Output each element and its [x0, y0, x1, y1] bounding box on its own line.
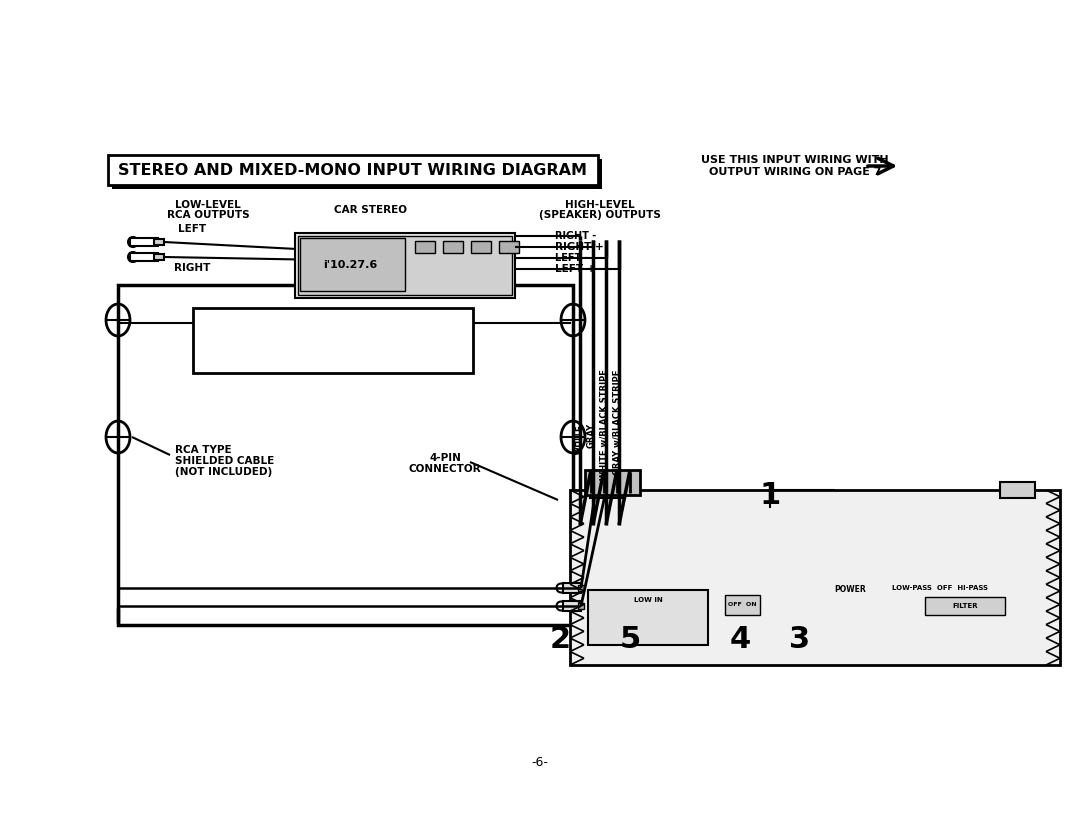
- Text: RCA OUTPUTS: RCA OUTPUTS: [166, 210, 249, 220]
- Bar: [499, 241, 519, 253]
- Text: RIGHT +: RIGHT +: [555, 242, 604, 252]
- Text: CAR STEREO: CAR STEREO: [334, 205, 406, 215]
- Text: 2: 2: [550, 626, 570, 655]
- Bar: [154, 254, 164, 260]
- Text: 1: 1: [759, 480, 781, 510]
- Text: RIGHT: RIGHT: [174, 263, 211, 273]
- Text: LOW-PASS  OFF  HI-PASS: LOW-PASS OFF HI-PASS: [892, 585, 988, 591]
- Text: i'10.27.6: i'10.27.6: [323, 260, 377, 270]
- Text: GRAY: GRAY: [586, 423, 595, 448]
- Bar: [563, 583, 581, 593]
- Text: OUTPUT WIRING ON PAGE 7: OUTPUT WIRING ON PAGE 7: [708, 167, 881, 177]
- Circle shape: [633, 615, 653, 635]
- Bar: [193, 308, 473, 373]
- Circle shape: [827, 559, 843, 575]
- Text: LOW IN: LOW IN: [634, 597, 662, 603]
- Text: 5: 5: [619, 626, 640, 655]
- Bar: [588, 590, 708, 645]
- Text: FILTER: FILTER: [953, 603, 977, 609]
- Bar: [590, 482, 625, 498]
- Bar: [563, 601, 581, 611]
- Bar: [585, 470, 640, 495]
- Text: (SPEAKER) OUTPUTS: (SPEAKER) OUTPUTS: [539, 210, 661, 220]
- Text: IMPORTANT: IMPORTANT: [269, 314, 397, 334]
- Bar: [578, 585, 584, 591]
- Bar: [112, 159, 602, 189]
- Bar: [471, 241, 491, 253]
- Bar: [578, 603, 584, 609]
- Bar: [415, 241, 435, 253]
- Circle shape: [669, 615, 688, 635]
- Text: USE THIS INPUT WIRING WITH: USE THIS INPUT WIRING WITH: [701, 155, 889, 165]
- Bar: [130, 238, 158, 246]
- Text: USE EITHER HIGH-LEVEL OR: USE EITHER HIGH-LEVEL OR: [246, 341, 419, 351]
- Bar: [130, 253, 158, 261]
- Text: LEFT +: LEFT +: [555, 264, 595, 274]
- Bar: [1000, 482, 1035, 498]
- Bar: [298, 236, 512, 295]
- Text: HIGH-LEVEL: HIGH-LEVEL: [565, 200, 635, 210]
- Text: OFF  ON: OFF ON: [728, 602, 756, 607]
- Text: CONNECTOR: CONNECTOR: [408, 464, 482, 474]
- Text: -6-: -6-: [531, 756, 549, 770]
- Bar: [443, 241, 463, 253]
- Text: STEREO AND MIXED-MONO INPUT WIRING DIAGRAM: STEREO AND MIXED-MONO INPUT WIRING DIAGR…: [119, 163, 588, 178]
- Bar: [108, 155, 598, 185]
- Text: 4: 4: [729, 626, 751, 655]
- Text: RCA TYPE: RCA TYPE: [175, 445, 231, 455]
- Text: LEFT -: LEFT -: [555, 253, 589, 263]
- Text: POWER: POWER: [834, 585, 866, 595]
- Bar: [300, 238, 405, 291]
- Text: LOW-LEVEL: LOW-LEVEL: [175, 200, 241, 210]
- Text: 4-PIN: 4-PIN: [429, 453, 461, 463]
- Bar: [924, 597, 1005, 615]
- Text: WHITE: WHITE: [572, 425, 581, 455]
- Text: LOW-LEVEL INPUTS, NOT BOTH.: LOW-LEVEL INPUTS, NOT BOTH.: [234, 354, 432, 364]
- Circle shape: [598, 615, 618, 635]
- Text: GRAY w/BLACK STRIPE: GRAY w/BLACK STRIPE: [612, 369, 621, 475]
- Text: SHIELDED CABLE: SHIELDED CABLE: [175, 456, 274, 466]
- Bar: [570, 490, 1059, 665]
- Bar: [725, 595, 760, 615]
- Text: WHITE w/BLACK STRIPE: WHITE w/BLACK STRIPE: [599, 369, 608, 480]
- Bar: [154, 239, 164, 245]
- Text: RIGHT -: RIGHT -: [555, 231, 596, 241]
- Text: 3: 3: [789, 626, 811, 655]
- Bar: [295, 233, 515, 298]
- Text: LEFT: LEFT: [178, 224, 206, 234]
- Bar: [118, 285, 573, 625]
- Text: (NOT INCLUDED): (NOT INCLUDED): [175, 467, 272, 477]
